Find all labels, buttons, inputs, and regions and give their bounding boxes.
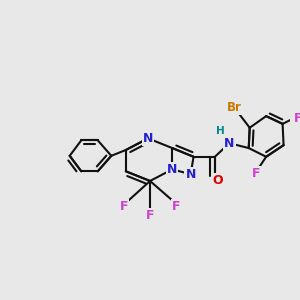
Text: F: F: [252, 167, 261, 180]
Text: N: N: [185, 168, 196, 181]
Text: O: O: [212, 175, 223, 188]
Text: F: F: [120, 200, 128, 213]
Text: F: F: [146, 209, 154, 222]
Text: N: N: [143, 132, 153, 145]
Text: N: N: [167, 163, 178, 176]
Text: F: F: [172, 200, 180, 213]
Text: N: N: [224, 137, 235, 150]
Text: F: F: [294, 112, 300, 124]
Text: Br: Br: [227, 101, 242, 114]
Text: H: H: [216, 126, 225, 136]
